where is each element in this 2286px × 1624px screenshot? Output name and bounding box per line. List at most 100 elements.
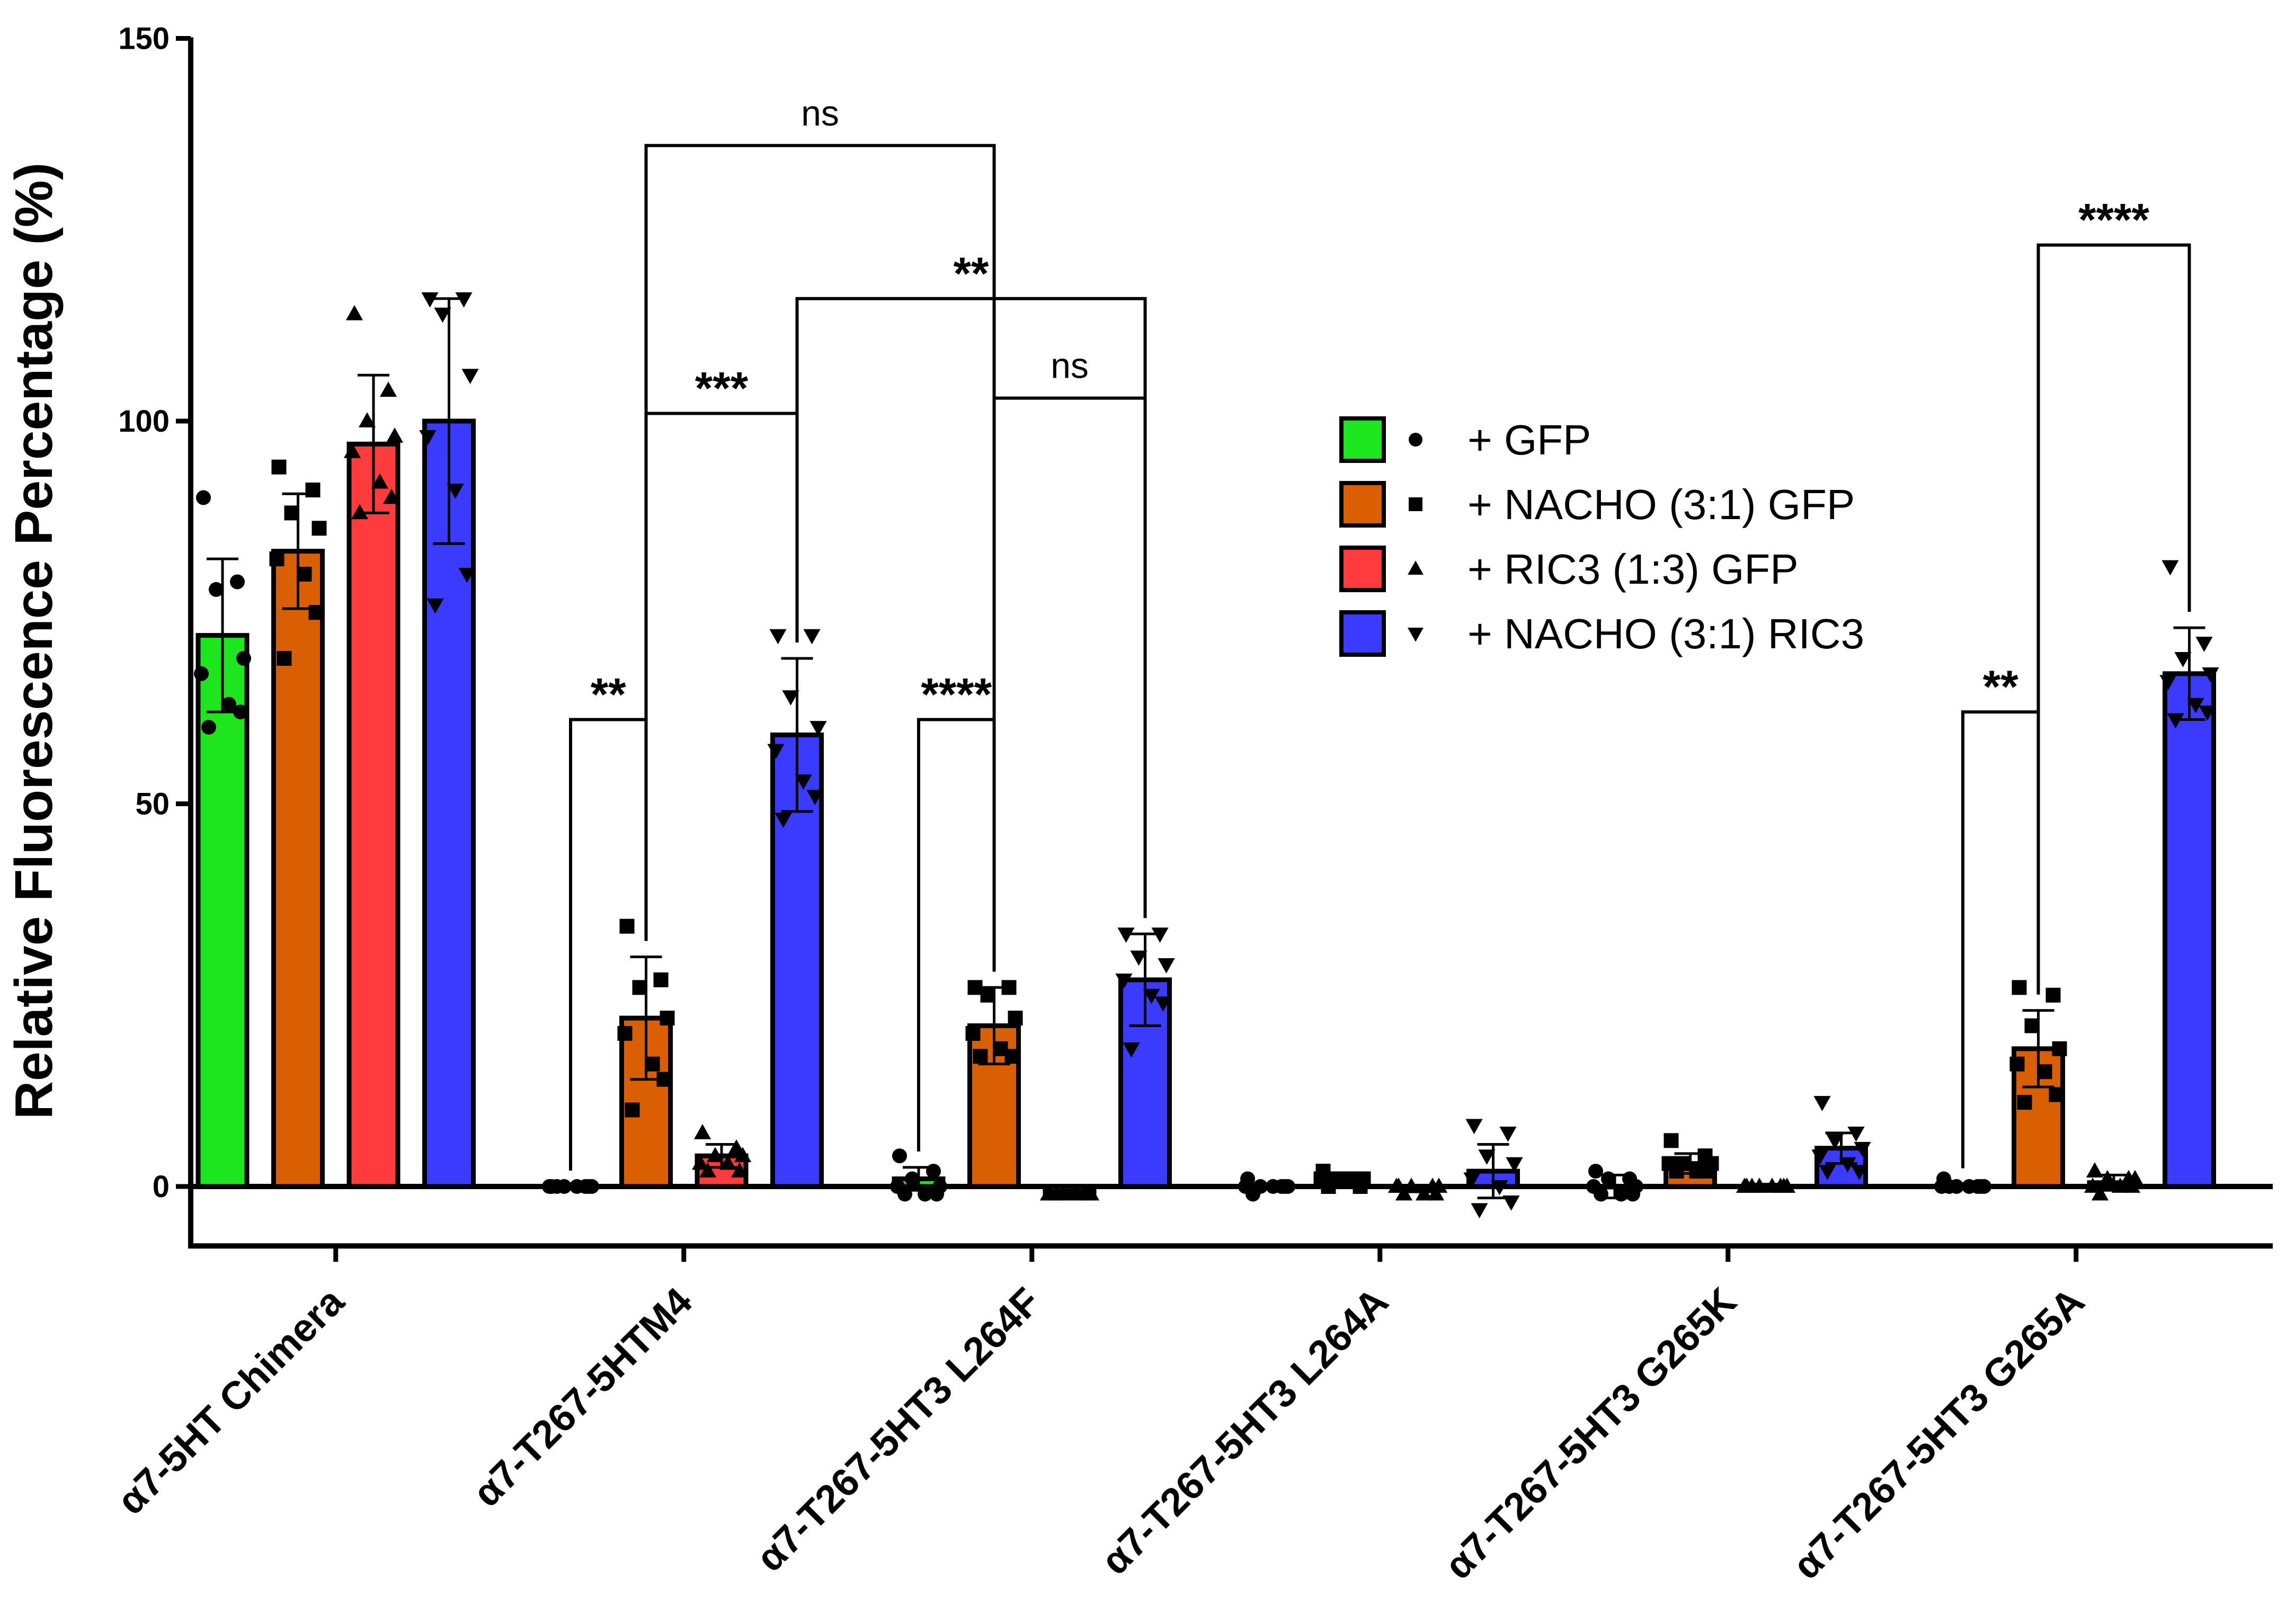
data-point-square [277,650,292,666]
data-point-circle [1973,1179,1988,1194]
data-point-triangle [2123,1177,2141,1193]
data-point-square [1701,1164,1716,1179]
bar [2163,671,2216,1189]
data-point-triangle-down [1465,1119,1483,1135]
data-point-triangle-down [769,629,787,645]
legend-swatch [1339,481,1386,528]
y-tick-label: 0 [153,1170,170,1204]
data-point-circle [926,1164,941,1179]
significance-bracket [795,297,1147,918]
data-point-triangle-down [1813,1096,1831,1111]
data-point-triangle-down [1115,973,1133,989]
data-point-triangle-down [1130,950,1148,966]
data-point-circle [201,720,216,735]
data-point-circle [570,1179,584,1194]
data-point-circle [929,1186,944,1202]
data-point-triangle-down [1143,988,1160,1004]
data-point-circle [892,1148,907,1164]
significance-label: *** [695,363,749,414]
data-point-triangle [1387,1177,1406,1193]
data-point-square [1664,1133,1679,1148]
data-point-triangle [371,473,389,489]
data-point-triangle [2098,1170,2116,1185]
significance-label: ** [954,248,989,299]
x-category-label: α7-T267-5HT3 G265K [1436,1279,1745,1587]
data-point-square [269,551,284,567]
data-point-triangle-down [1117,927,1135,943]
legend-label: + NACHO (3:1) RIC3 [1467,610,1864,657]
data-point-square [1004,1049,1020,1064]
data-point-triangle-down [1463,1172,1481,1188]
data-point-triangle [343,443,361,458]
data-point-circle [233,704,248,720]
data-point-square [625,1102,640,1118]
data-point-circle [230,574,245,590]
data-point-triangle-down [803,629,821,645]
data-point-square [1409,497,1422,511]
significance-bracket [2036,243,2191,995]
data-point-circle [1594,1186,1608,1202]
data-point-triangle-down [1123,1042,1140,1058]
legend-label: + GFP [1467,416,1591,463]
data-point-triangle [1427,1185,1445,1201]
legend-swatch [1339,416,1386,463]
data-point-square [284,505,299,521]
significance-label: **** [921,670,992,720]
significance-label: ** [591,670,626,720]
data-point-circle [1962,1179,1977,1194]
significance-label: ** [1983,662,2018,712]
data-point-square [980,987,995,1003]
data-point-square [617,1026,633,1041]
data-point-triangle-down [1826,1134,1844,1150]
data-point-circle [236,650,251,666]
significance-bracket [992,396,1147,972]
data-point-triangle-down [1819,1165,1836,1180]
y-tick-label: 100 [118,404,170,439]
data-point-circle [221,697,236,712]
data-point-triangle-down [810,721,827,736]
data-point-circle [196,490,211,505]
x-category-label: α7-T267-5HT3 L264F [748,1279,1048,1580]
data-point-triangle-down [447,484,464,499]
bar [271,549,325,1189]
data-point-triangle [345,305,363,320]
data-point-square [1008,1011,1023,1026]
data-point-triangle-down [2162,560,2179,576]
y-tick-label: 50 [135,787,170,822]
data-point-circle [549,1179,564,1194]
data-point-circle [897,1186,912,1202]
data-point-circle [1942,1179,1956,1194]
data-point-circle [1266,1179,1280,1194]
data-point-circle [1246,1186,1260,1202]
data-point-triangle-down [1154,996,1172,1012]
data-point-triangle-down [2159,675,2177,691]
data-point-square [305,483,321,498]
data-point-square [645,1056,660,1072]
data-point-triangle-down [2195,637,2213,652]
legend-label: + NACHO (3:1) GFP [1467,481,1855,528]
data-point-square [1321,1179,1336,1194]
data-point-triangle [699,1162,717,1177]
bar [346,441,401,1189]
data-point-triangle-down [1491,1180,1508,1195]
data-point-square [2012,980,2027,995]
data-point-triangle-down [806,790,824,805]
data-point-triangle [706,1147,724,1163]
data-point-triangle-down [2187,698,2204,713]
data-point-triangle-down [1408,627,1424,642]
data-point-triangle-down [795,774,812,790]
significance-label: ns [1051,346,1089,386]
data-point-triangle-down [2174,652,2192,667]
chart-points [194,292,2219,1219]
x-category-label: α7-T267-5HT3 G265A [1784,1279,2093,1587]
data-point-triangle [693,1124,711,1139]
x-category-label: α7-T267-5HTM4 [464,1279,700,1515]
data-point-circle [209,582,224,597]
data-point-triangle-down [426,598,444,614]
data-point-triangle [386,427,404,443]
x-category-label: α7-5HT Chimera [109,1279,353,1523]
significance-label: **** [2078,195,2149,246]
data-point-square [308,605,324,620]
data-point-triangle [731,1162,749,1177]
